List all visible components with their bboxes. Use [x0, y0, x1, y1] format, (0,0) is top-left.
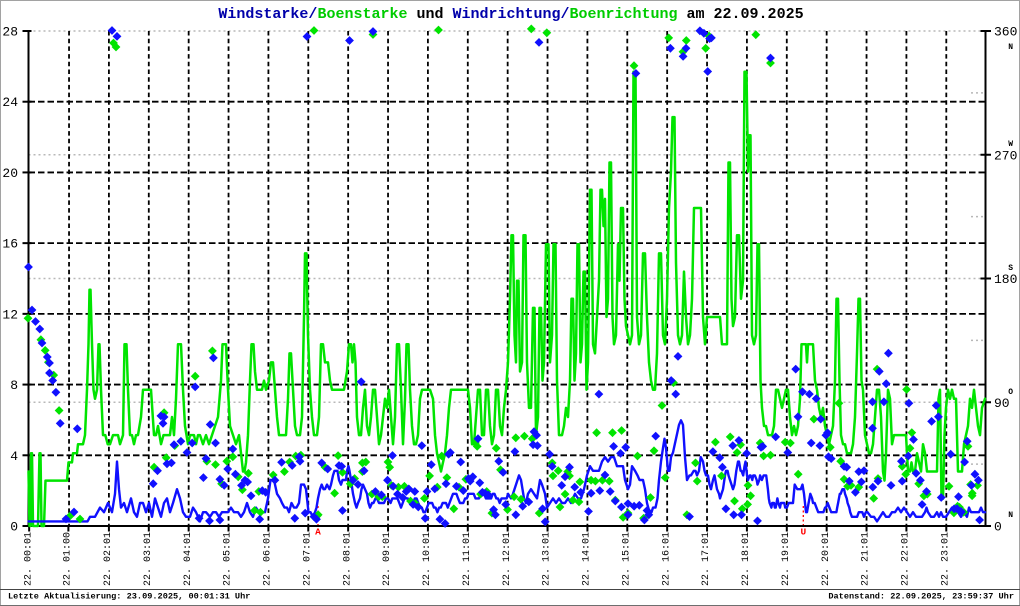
- svg-text:22. 23:01: 22. 23:01: [940, 532, 951, 586]
- svg-text:22. 02:01: 22. 02:01: [103, 532, 114, 586]
- svg-text:Letzte Aktualisierung: 23.09.2: Letzte Aktualisierung: 23.09.2025, 00:01…: [8, 592, 250, 602]
- svg-text:22. 18:01: 22. 18:01: [741, 532, 752, 586]
- svg-text:20: 20: [2, 166, 18, 181]
- svg-text:U: U: [800, 527, 806, 538]
- svg-text:0: 0: [10, 520, 18, 535]
- svg-text:22. 13:01: 22. 13:01: [542, 532, 553, 586]
- svg-text:16: 16: [2, 237, 18, 252]
- svg-text:Datenstand: 22.09.2025, 23:59:: Datenstand: 22.09.2025, 23:59:37 Uhr: [828, 592, 1014, 602]
- svg-text:A: A: [315, 527, 321, 538]
- svg-text:22. 21:01: 22. 21:01: [861, 532, 872, 586]
- svg-text:22. 04:01: 22. 04:01: [183, 532, 194, 586]
- svg-text:24: 24: [2, 95, 18, 110]
- svg-text:W: W: [1008, 140, 1013, 149]
- svg-text:180: 180: [994, 272, 1017, 287]
- svg-text:270: 270: [994, 148, 1017, 163]
- svg-text:O: O: [1008, 388, 1013, 397]
- svg-text:28: 28: [2, 25, 18, 40]
- svg-text:4: 4: [10, 449, 18, 464]
- svg-text:22. 10:01: 22. 10:01: [422, 532, 433, 586]
- svg-text:8: 8: [10, 378, 18, 393]
- svg-text:22. 14:01: 22. 14:01: [582, 532, 593, 586]
- svg-text:22. 19:01: 22. 19:01: [781, 532, 792, 586]
- svg-text:22. 17:01: 22. 17:01: [701, 532, 712, 586]
- svg-text:90: 90: [994, 396, 1010, 411]
- svg-text:N: N: [1008, 43, 1013, 52]
- svg-text:12: 12: [2, 307, 18, 322]
- svg-text:22. 22:01: 22. 22:01: [901, 532, 912, 586]
- svg-text:Windstarke/Boenstarke und Wind: Windstarke/Boenstarke und Windrichtung/B…: [218, 6, 803, 23]
- svg-text:22. 07:01: 22. 07:01: [302, 532, 313, 586]
- svg-text:22. 03:01: 22. 03:01: [143, 532, 154, 586]
- svg-text:0: 0: [994, 520, 1002, 535]
- svg-text:22. 08:01: 22. 08:01: [342, 532, 353, 586]
- svg-text:360: 360: [994, 25, 1017, 40]
- svg-text:22. 09:01: 22. 09:01: [382, 532, 393, 586]
- svg-text:22. 16:01: 22. 16:01: [661, 532, 672, 586]
- svg-text:N: N: [1008, 511, 1013, 520]
- svg-text:22. 12:01: 22. 12:01: [502, 532, 513, 586]
- svg-text:22. 20:01: 22. 20:01: [821, 532, 832, 586]
- svg-text:22. 06:01: 22. 06:01: [263, 532, 274, 586]
- svg-text:22. 15:01: 22. 15:01: [621, 532, 632, 586]
- svg-text:22. 05:01: 22. 05:01: [223, 532, 234, 586]
- svg-text:S: S: [1008, 264, 1013, 273]
- svg-text:22. 01:00: 22. 01:00: [63, 532, 74, 586]
- svg-text:22. 00:01: 22. 00:01: [23, 532, 34, 586]
- svg-text:22. 11:01: 22. 11:01: [462, 532, 473, 586]
